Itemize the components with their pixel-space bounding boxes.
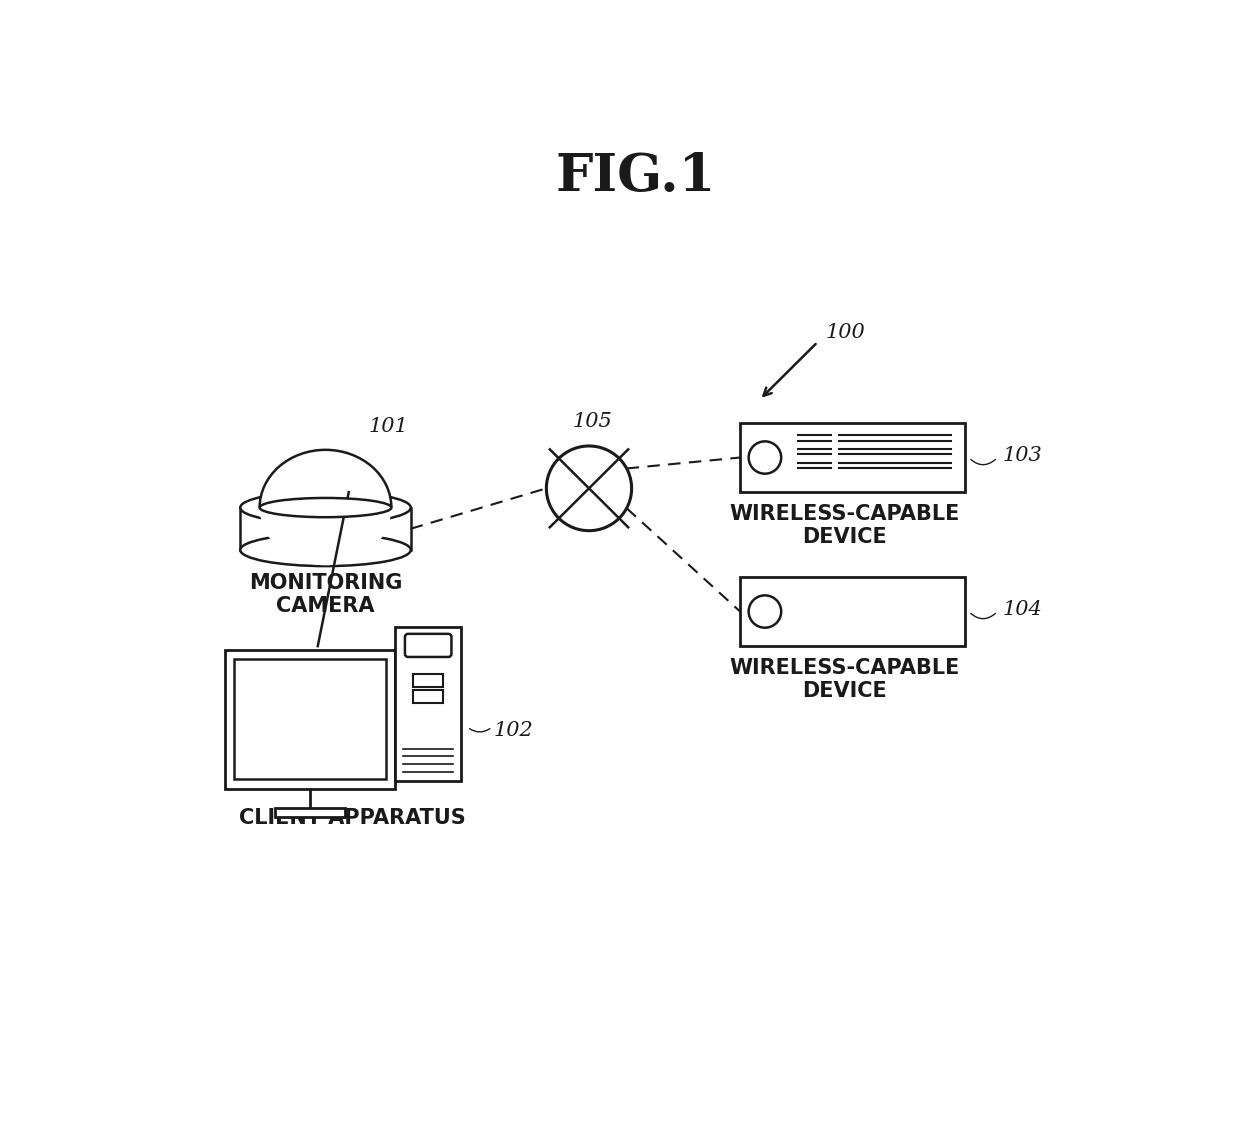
- Text: 103: 103: [1002, 447, 1042, 465]
- Text: MONITORING
CAMERA: MONITORING CAMERA: [249, 573, 402, 616]
- Text: CLIENT APPARATUS: CLIENT APPARATUS: [239, 808, 466, 828]
- Text: 105: 105: [573, 412, 613, 431]
- Text: WIRELESS-CAPABLE
DEVICE: WIRELESS-CAPABLE DEVICE: [729, 504, 960, 547]
- FancyBboxPatch shape: [413, 690, 443, 703]
- Text: 101: 101: [368, 417, 408, 437]
- FancyBboxPatch shape: [241, 507, 410, 550]
- Text: 102: 102: [494, 721, 533, 740]
- Text: 104: 104: [1002, 600, 1042, 620]
- FancyBboxPatch shape: [740, 423, 965, 492]
- Ellipse shape: [241, 491, 410, 524]
- FancyBboxPatch shape: [396, 626, 461, 781]
- Ellipse shape: [259, 450, 392, 565]
- Text: FIG.1: FIG.1: [556, 151, 715, 202]
- Ellipse shape: [259, 498, 392, 517]
- FancyBboxPatch shape: [234, 659, 386, 779]
- Circle shape: [547, 446, 631, 531]
- Circle shape: [749, 596, 781, 628]
- Text: 100: 100: [826, 323, 866, 342]
- Text: WIRELESS-CAPABLE
DEVICE: WIRELESS-CAPABLE DEVICE: [729, 657, 960, 700]
- FancyBboxPatch shape: [413, 674, 443, 687]
- FancyBboxPatch shape: [224, 650, 396, 789]
- Circle shape: [749, 441, 781, 474]
- Ellipse shape: [241, 533, 410, 566]
- FancyBboxPatch shape: [740, 576, 965, 646]
- FancyBboxPatch shape: [405, 633, 451, 657]
- FancyBboxPatch shape: [275, 808, 345, 818]
